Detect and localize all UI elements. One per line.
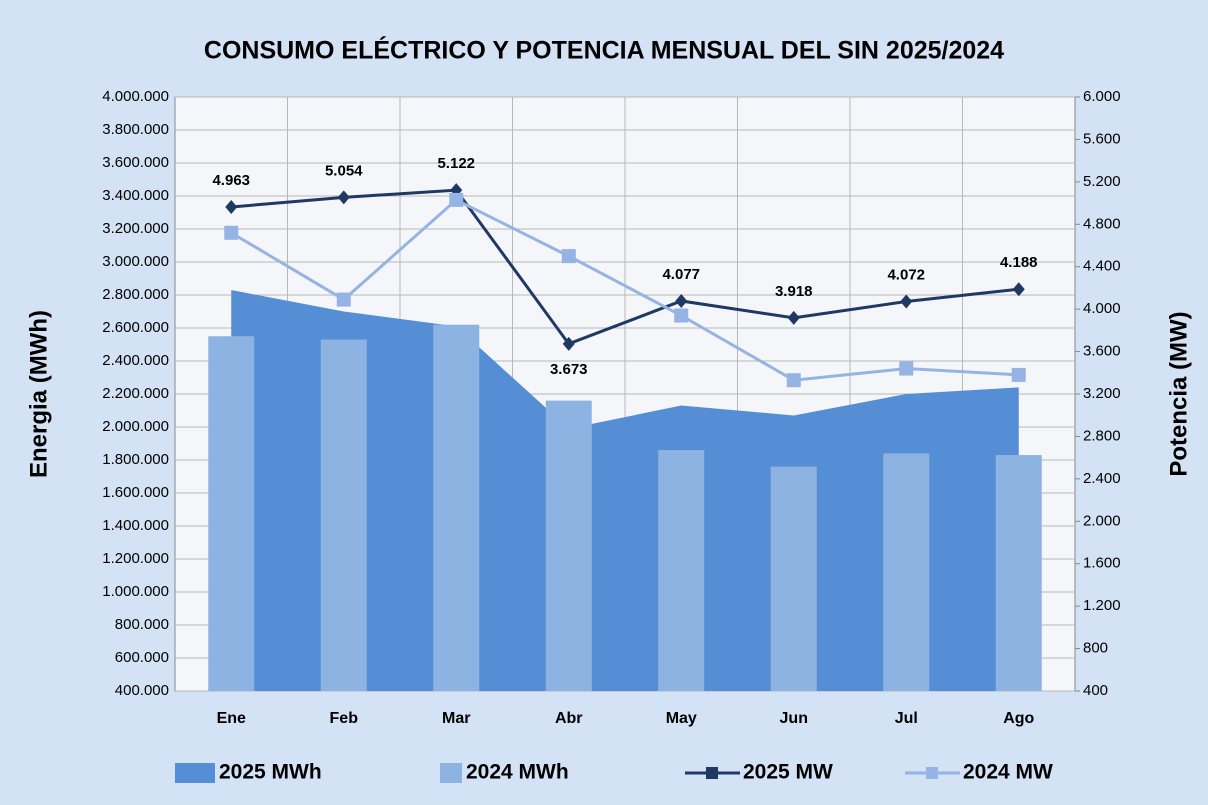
y-tick-label: 2.200.000 <box>102 385 169 402</box>
y-tick-label: 3.800.000 <box>102 121 169 138</box>
x-tick-label: Abr <box>555 710 583 727</box>
y-tick-label: 400.000 <box>115 682 169 699</box>
y2-tick-label: 3.200 <box>1083 385 1121 402</box>
y2-tick-label: 1.600 <box>1083 555 1121 572</box>
y-tick-label: 1.000.000 <box>102 583 169 600</box>
marker <box>675 293 688 308</box>
legend-label: 2025 MW <box>743 761 833 784</box>
y2-tick-label: 1.200 <box>1083 597 1121 614</box>
y2-tick-label: 4.800 <box>1083 215 1121 232</box>
y-tick-label: 1.600.000 <box>102 484 169 501</box>
marker <box>449 192 464 207</box>
bar <box>320 339 367 691</box>
data-label: 5.122 <box>437 155 475 172</box>
y-tick-label: 3.400.000 <box>102 187 169 204</box>
data-label: 5.054 <box>325 162 363 179</box>
y-axis-title: Energia (MWh) <box>25 310 52 478</box>
legend-label: 2024 MW <box>963 761 1053 784</box>
y-tick-label: 2.800.000 <box>102 286 169 303</box>
y-tick-label: 3.600.000 <box>102 154 169 171</box>
marker <box>787 310 800 325</box>
legend-label: 2025 MWh <box>219 761 322 784</box>
y2-tick-label: 2.000 <box>1083 512 1121 529</box>
marker <box>786 373 801 388</box>
y2-axis-title: Potencia (MW) <box>1165 311 1192 476</box>
y-tick-label: 3.200.000 <box>102 220 169 237</box>
y2-tick-label: 5.200 <box>1083 173 1121 190</box>
y2-tick-label: 4.400 <box>1083 258 1121 275</box>
y-tick-label: 2.000.000 <box>102 418 169 435</box>
marker <box>225 199 238 214</box>
data-label: 4.963 <box>212 172 250 189</box>
x-tick-label: Ene <box>217 710 246 727</box>
y-tick-label: 4.000.000 <box>102 88 169 105</box>
data-label: 4.188 <box>1000 254 1038 271</box>
y2-tick-label: 400 <box>1083 682 1108 699</box>
x-tick-label: Jun <box>780 710 808 727</box>
x-tick-label: May <box>666 710 697 727</box>
y2-tick-label: 2.800 <box>1083 427 1121 444</box>
y2-tick-label: 800 <box>1083 640 1108 657</box>
bar <box>658 450 705 691</box>
marker <box>1011 367 1026 382</box>
y-tick-label: 1.800.000 <box>102 451 169 468</box>
bar <box>770 466 817 691</box>
marker <box>674 308 689 323</box>
x-tick-label: Jul <box>895 710 918 727</box>
marker <box>1012 282 1025 297</box>
legend-swatch <box>440 763 462 783</box>
y-tick-label: 1.400.000 <box>102 517 169 534</box>
data-label: 3.673 <box>550 361 588 378</box>
data-label: 3.918 <box>775 283 813 300</box>
area <box>231 290 1019 691</box>
line <box>231 188 1019 346</box>
y2-tick-label: 2.400 <box>1083 470 1121 487</box>
legend-label: 2024 MWh <box>466 761 569 784</box>
marker <box>899 361 914 376</box>
x-tick-label: Mar <box>442 710 470 727</box>
bar <box>208 336 255 691</box>
legend-marker <box>926 767 938 779</box>
marker <box>900 294 913 309</box>
y-tick-label: 600.000 <box>115 649 169 666</box>
legend-marker <box>706 767 718 779</box>
bar <box>883 453 930 691</box>
y-tick-label: 2.600.000 <box>102 319 169 336</box>
bar <box>433 324 480 691</box>
y-tick-label: 800.000 <box>115 616 169 633</box>
y2-tick-label: 4.000 <box>1083 300 1121 317</box>
y-tick-label: 1.200.000 <box>102 550 169 567</box>
y-tick-label: 2.400.000 <box>102 352 169 369</box>
data-label: 4.072 <box>887 266 925 283</box>
x-tick-label: Ago <box>1003 710 1034 727</box>
data-label: 4.077 <box>662 266 700 283</box>
line <box>230 198 1019 382</box>
y-tick-label: 3.000.000 <box>102 253 169 270</box>
legend-swatch <box>175 763 215 783</box>
bar <box>545 400 592 691</box>
y2-tick-label: 3.600 <box>1083 343 1121 360</box>
y2-tick-label: 5.600 <box>1083 130 1121 147</box>
marker <box>224 225 239 240</box>
bar <box>995 455 1042 691</box>
marker <box>562 336 575 351</box>
marker <box>337 190 350 205</box>
marker <box>336 292 351 307</box>
x-tick-label: Feb <box>330 710 359 727</box>
y2-tick-label: 6.000 <box>1083 88 1121 105</box>
marker <box>561 249 576 264</box>
chart-title: CONSUMO ELÉCTRICO Y POTENCIA MENSUAL DEL… <box>204 36 1004 65</box>
